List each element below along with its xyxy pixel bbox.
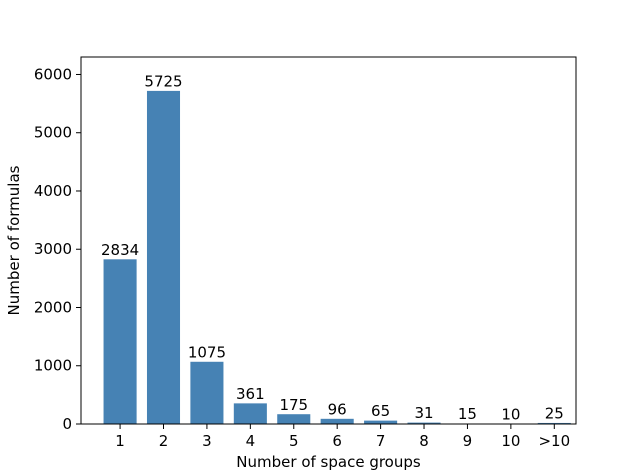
bars-group <box>102 90 572 425</box>
x-tick-label: 7 <box>376 432 386 450</box>
bar-value-label: 25 <box>545 405 564 423</box>
y-tick-label: 3000 <box>34 240 72 258</box>
x-axis-ticks: 1 2 3 4 5 6 7 8 9 10 >10 <box>115 424 570 450</box>
x-tick-label: 3 <box>202 432 212 450</box>
y-axis-label: Number of formulas <box>5 165 23 315</box>
bar-value-label: 5725 <box>144 72 182 90</box>
y-tick-label: 0 <box>62 415 72 433</box>
bar <box>276 413 312 425</box>
y-tick-label: 5000 <box>34 124 72 142</box>
bar-value-label: 96 <box>328 400 347 418</box>
data-labels-group: 2834 5725 1075 361 175 96 65 31 15 10 25 <box>101 72 564 423</box>
bar-value-label: 15 <box>458 405 477 423</box>
x-tick-label: 6 <box>332 432 342 450</box>
y-tick-label: 1000 <box>34 357 72 375</box>
y-tick-label: 4000 <box>34 182 72 200</box>
bar <box>146 90 181 425</box>
x-tick-label: 4 <box>246 432 256 450</box>
y-tick-label: 2000 <box>34 298 72 316</box>
x-tick-label: 9 <box>463 432 473 450</box>
x-tick-label: 2 <box>159 432 169 450</box>
bar <box>102 258 138 425</box>
bar <box>363 419 398 425</box>
bar-value-label: 175 <box>279 396 308 414</box>
bar <box>319 418 355 425</box>
x-axis-label: Number of space groups <box>236 453 421 471</box>
bar-value-label: 65 <box>371 402 390 420</box>
bar-value-label: 361 <box>236 385 265 403</box>
bar-value-label: 10 <box>501 405 520 423</box>
x-tick-label: 10 <box>501 432 520 450</box>
plot-frame <box>80 56 577 425</box>
bar-value-label: 31 <box>414 404 433 422</box>
y-axis-ticks: 0 1000 2000 3000 4000 5000 6000 <box>34 65 81 433</box>
x-tick-label: 5 <box>289 432 299 450</box>
x-tick-label: 1 <box>115 432 125 450</box>
bar <box>189 360 225 425</box>
y-tick-label: 6000 <box>34 65 72 83</box>
bar-value-label: 2834 <box>101 241 139 259</box>
bar-value-label: 1075 <box>188 343 226 361</box>
x-tick-label: >10 <box>538 432 570 450</box>
x-tick-label: 8 <box>419 432 429 450</box>
bar <box>233 402 268 425</box>
